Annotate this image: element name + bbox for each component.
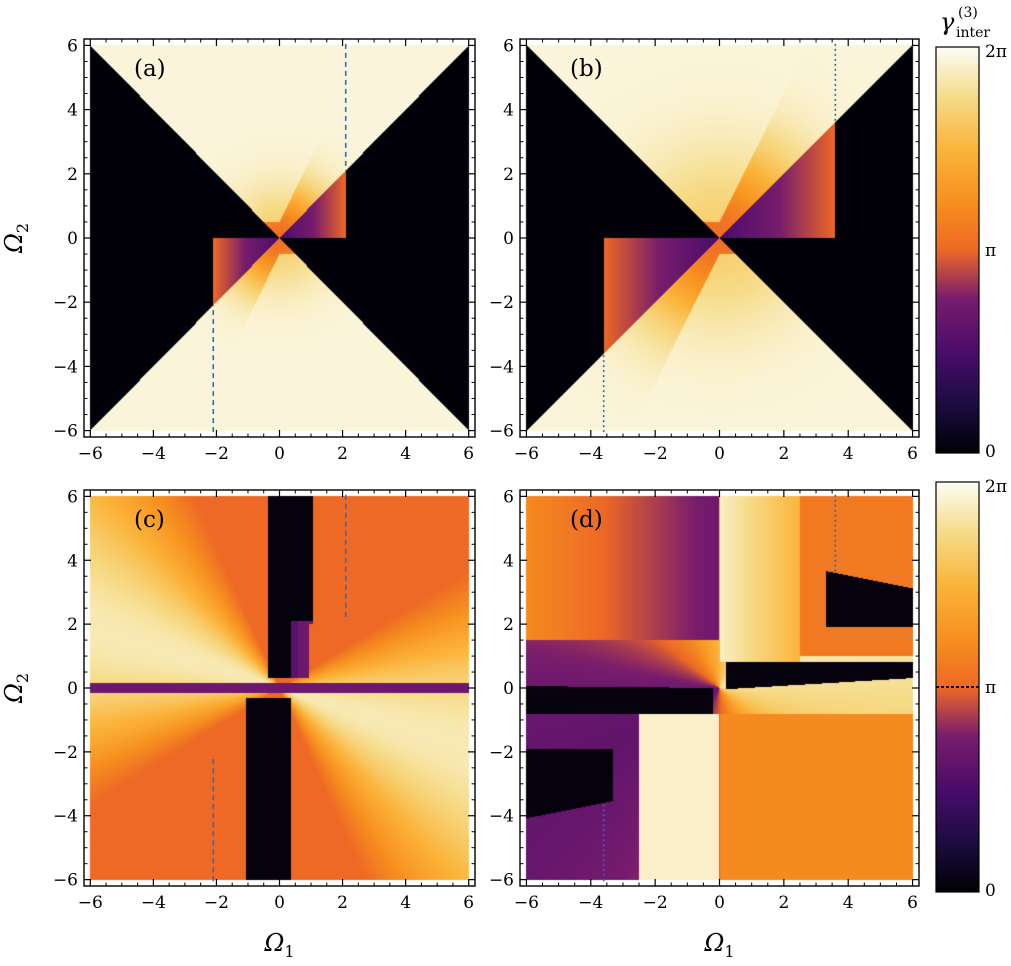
- colorbar-tick-label: 0: [985, 442, 996, 462]
- y-tick-label: 6: [503, 36, 514, 56]
- x-tick-label: 4: [400, 444, 411, 464]
- colorbar-tick-label: π: [985, 678, 996, 698]
- x-tick-label: −2: [204, 893, 229, 913]
- heatmap-image: [520, 490, 919, 886]
- y-tick-label: −6: [53, 422, 78, 442]
- x-tick-label: 6: [463, 444, 474, 464]
- x-tick-label: −2: [643, 893, 668, 913]
- x-tick-label: 6: [907, 893, 918, 913]
- y-axis-label: Ω2: [0, 223, 32, 254]
- x-tick-label: −4: [141, 893, 166, 913]
- x-tick-label: −6: [78, 444, 103, 464]
- y-tick-label: −6: [489, 871, 514, 891]
- x-tick-label: 2: [337, 444, 348, 464]
- y-tick-label: −2: [53, 743, 78, 763]
- y-tick-label: 2: [503, 165, 514, 185]
- x-tick-label: −4: [578, 444, 603, 464]
- colorbar-tick-label: 0: [985, 881, 996, 901]
- x-tick-label: 4: [400, 893, 411, 913]
- heatmap-image: [520, 39, 919, 437]
- y-tick-label: 2: [67, 165, 78, 185]
- y-tick-label: 4: [503, 551, 514, 571]
- colorbar-gradient: [935, 46, 980, 454]
- colorbars: 2π π 0 2π π 0 γ (3) inter: [935, 5, 1007, 901]
- y-tick-label: 4: [503, 101, 514, 121]
- y-tick-label: −4: [53, 357, 78, 377]
- y-tick-label: −4: [53, 807, 78, 827]
- y-tick-label: −2: [489, 293, 514, 313]
- y-tick-label: −4: [489, 807, 514, 827]
- y-tick-label: 0: [503, 679, 514, 699]
- x-tick-label: −2: [204, 444, 229, 464]
- colorbar-tick-label: 2π: [985, 42, 1007, 62]
- y-tick-label: 6: [67, 487, 78, 507]
- panel-label: (b): [570, 56, 603, 82]
- x-tick-label: 0: [274, 893, 285, 913]
- panel-a: −6 −4 −2 0 2 4 6 −6 −4 −2 0 2 4 6 (a) Ω2: [0, 36, 476, 464]
- panel-label: (d): [570, 507, 603, 533]
- colorbar-1: 2π π 0: [935, 42, 1007, 462]
- x-tick-label: −4: [578, 893, 603, 913]
- y-tick-label: −6: [53, 871, 78, 891]
- panel-d: −6 −4 −2 0 2 4 6 −6 −4 −2 0 2 4 6 (d) Ω1: [489, 487, 920, 961]
- x-tick-label: 2: [778, 893, 789, 913]
- colorbar-title-sub: inter: [956, 25, 990, 41]
- y-tick-label: 6: [503, 487, 514, 507]
- x-axis-label: Ω1: [703, 929, 734, 961]
- x-tick-label: 0: [714, 893, 725, 913]
- x-tick-label: 6: [907, 444, 918, 464]
- panel-c: −6 −4 −2 0 2 4 6 −6 −4 −2 0 2 4 6 (c) Ω2 Ω1: [0, 487, 476, 961]
- panel-label: (a): [134, 56, 166, 82]
- y-tick-label: 0: [503, 229, 514, 249]
- y-tick-label: 4: [67, 551, 78, 571]
- x-tick-label: −4: [141, 444, 166, 464]
- colorbar-tick-label: 2π: [985, 477, 1007, 497]
- x-tick-label: −2: [643, 444, 668, 464]
- x-tick-label: 2: [337, 893, 348, 913]
- y-tick-label: 2: [503, 615, 514, 635]
- y-tick-label: 4: [67, 101, 78, 121]
- colorbar-title: γ: [940, 8, 955, 36]
- y-tick-label: 6: [67, 36, 78, 56]
- x-axis-label: Ω1: [263, 929, 294, 961]
- heatmap-image: [84, 490, 475, 886]
- x-tick-label: 4: [843, 893, 854, 913]
- y-axis-label: Ω2: [0, 673, 32, 704]
- y-tick-label: 2: [67, 615, 78, 635]
- y-tick-label: −6: [489, 422, 514, 442]
- x-tick-label: 4: [843, 444, 854, 464]
- x-tick-label: −6: [78, 893, 103, 913]
- panel-label: (c): [134, 507, 165, 533]
- colorbar-2: 2π π 0: [935, 477, 1007, 901]
- panel-b: −6 −4 −2 0 2 4 6 −6 −4 −2 0 2 4 6 (b): [489, 36, 920, 464]
- x-tick-label: 2: [778, 444, 789, 464]
- x-tick-label: −6: [514, 893, 539, 913]
- y-tick-label: −2: [53, 293, 78, 313]
- heatmap-image: [84, 39, 475, 437]
- y-tick-label: 0: [67, 229, 78, 249]
- y-tick-label: 0: [67, 679, 78, 699]
- colorbar-title-sup: (3): [958, 5, 978, 21]
- y-tick-label: −4: [489, 357, 514, 377]
- x-tick-label: 0: [274, 444, 285, 464]
- x-tick-label: −6: [514, 444, 539, 464]
- colorbar-tick-label: π: [985, 241, 996, 261]
- x-tick-label: 6: [463, 893, 474, 913]
- x-tick-label: 0: [714, 444, 725, 464]
- y-tick-label: −2: [489, 743, 514, 763]
